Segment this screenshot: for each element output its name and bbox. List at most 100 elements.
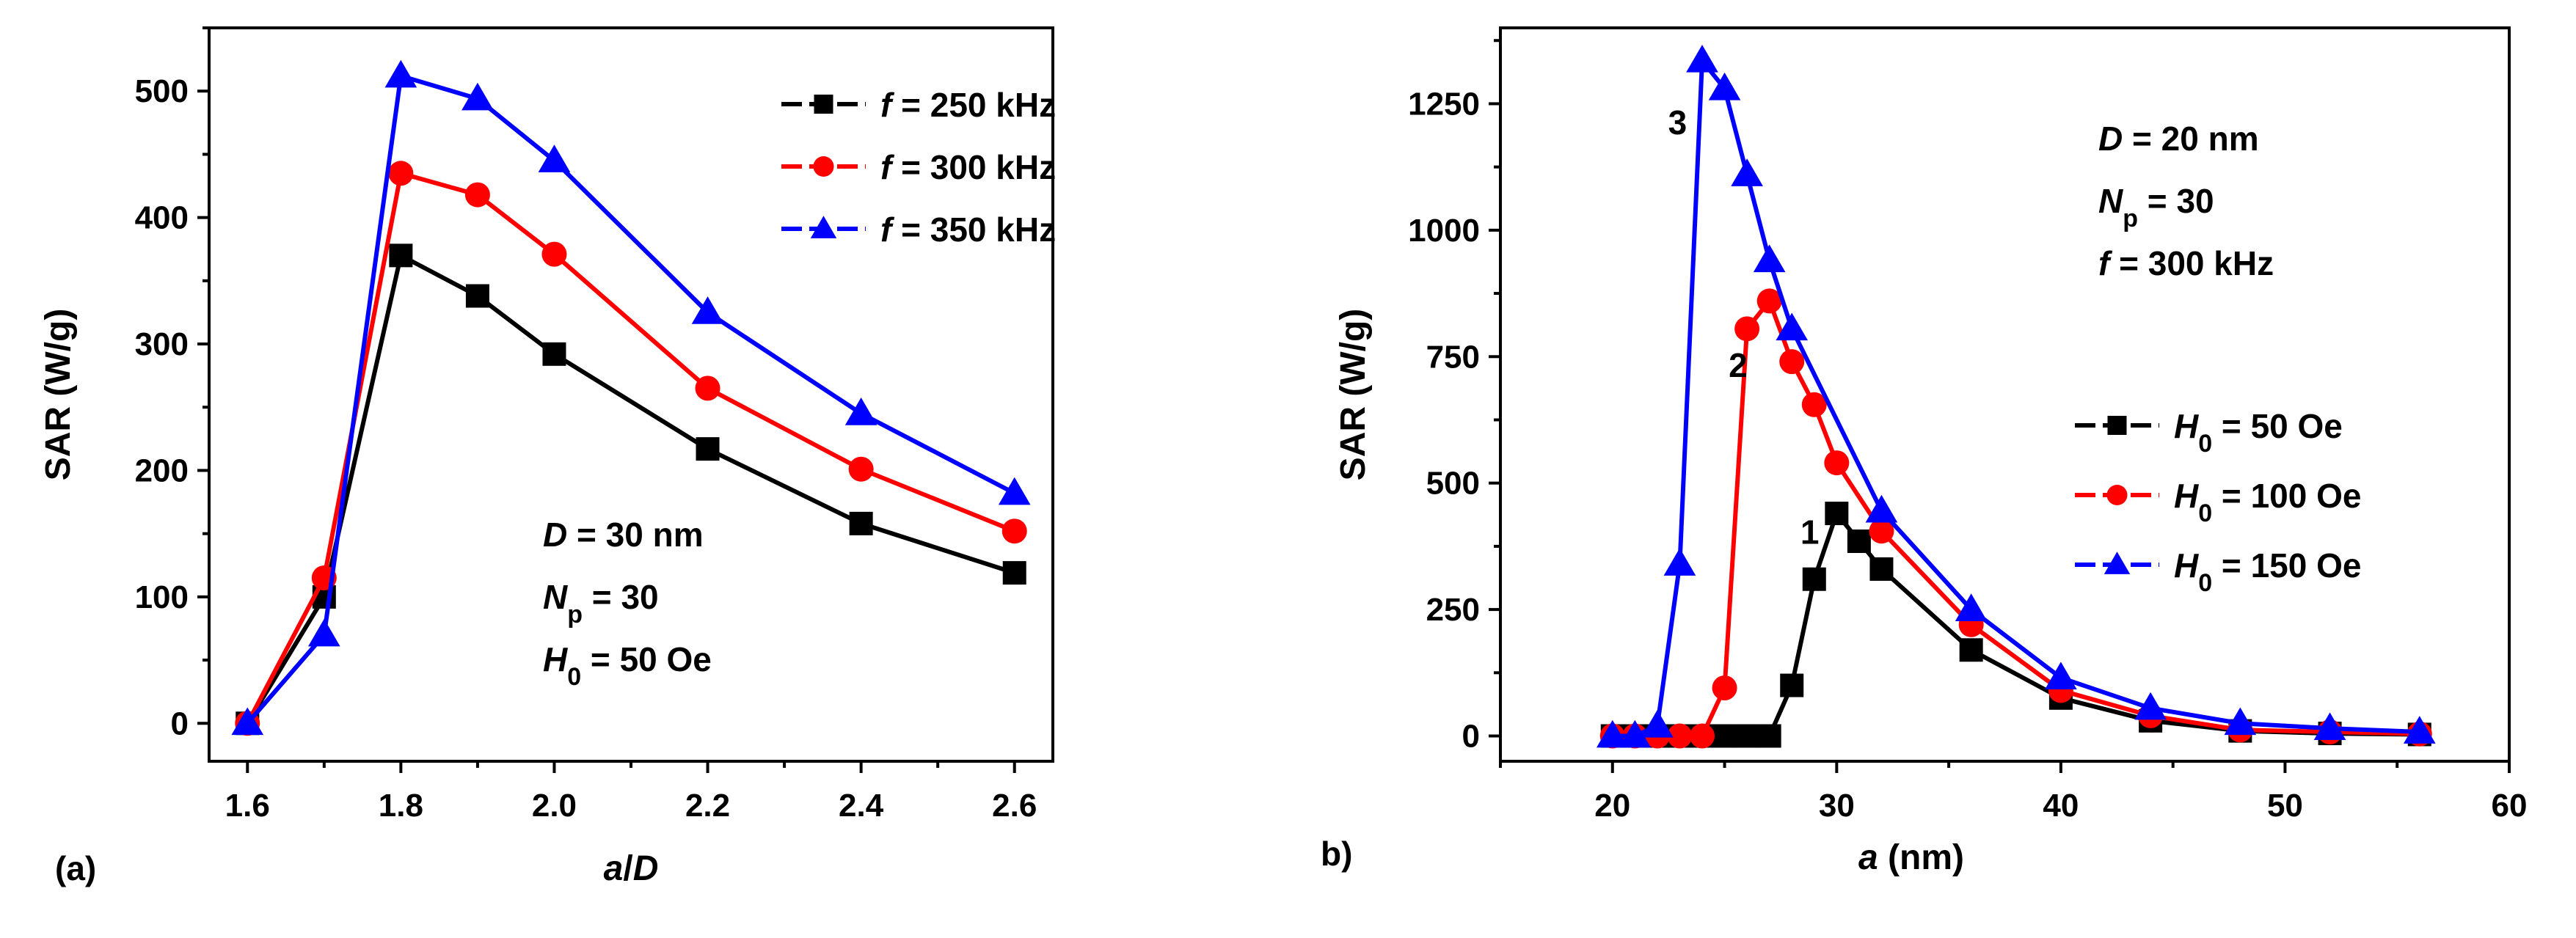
data-point bbox=[1001, 519, 1027, 544]
data-point bbox=[542, 342, 566, 366]
panel-b: 20 30 40 50 60 0 250 500 750 1000 1250 SAR (W/g) a (… bbox=[1321, 26, 2528, 877]
curve-label: 2 bbox=[1729, 346, 1748, 384]
legend: H0 = 50 Oe H0 = 100 Oe H0 = 150 Oe bbox=[2075, 407, 2361, 597]
data-point bbox=[1776, 312, 1809, 341]
data-point bbox=[849, 511, 873, 535]
data-point bbox=[695, 375, 720, 401]
annotation: Np = 30 bbox=[2098, 182, 2214, 232]
legend-marker bbox=[2104, 552, 2131, 574]
annotations: D = 20 nm Np = 30 f = 300 kHz bbox=[2098, 120, 2274, 282]
data-point bbox=[1690, 723, 1715, 749]
plot-frame bbox=[1499, 26, 2511, 763]
x-tick-label: 30 bbox=[1819, 788, 1855, 824]
y-axis-label: SAR (W/g) bbox=[39, 309, 78, 481]
data-point bbox=[465, 284, 489, 308]
data-point bbox=[1641, 709, 1674, 738]
data-point bbox=[1869, 557, 1894, 581]
data-point bbox=[389, 243, 413, 268]
data-point bbox=[1712, 724, 1737, 748]
data-point bbox=[1865, 494, 1898, 523]
x-axis-ticks bbox=[246, 761, 1016, 773]
series-1 bbox=[1599, 288, 2432, 749]
data-point bbox=[844, 397, 877, 425]
data-point bbox=[1825, 502, 1849, 526]
y-axis-label: SAR (W/g) bbox=[1334, 309, 1373, 481]
x-tick-label: 2.6 bbox=[992, 788, 1037, 824]
data-point bbox=[2045, 662, 2077, 690]
y-axis-ticks bbox=[1489, 39, 1500, 738]
x-tick-label: 40 bbox=[2043, 788, 2079, 824]
series-line bbox=[245, 171, 1015, 725]
panel-label: (a) bbox=[55, 849, 96, 887]
legend-marker bbox=[813, 156, 834, 177]
annotation: Np = 30 bbox=[543, 578, 659, 629]
series-line bbox=[1612, 58, 2420, 739]
data-point bbox=[541, 241, 567, 267]
annotation: H0 = 50 Oe bbox=[543, 640, 712, 691]
y-tick-label: 500 bbox=[135, 73, 189, 109]
data-point bbox=[307, 618, 340, 647]
data-point bbox=[2134, 692, 2167, 720]
data-point bbox=[1955, 593, 1988, 621]
data-point bbox=[538, 144, 571, 172]
x-axis-ticks bbox=[1499, 761, 2511, 773]
x-tick-label: 2.2 bbox=[685, 788, 730, 824]
data-point bbox=[1619, 719, 1652, 748]
y-tick-label: 500 bbox=[1426, 466, 1480, 502]
data-point bbox=[1869, 519, 1894, 544]
data-point bbox=[1802, 567, 1826, 591]
x-tick-label: 60 bbox=[2492, 788, 2528, 824]
panel-a: 1.6 1.8 2.0 2.2 2.4 2.6 0 100 200 300 400 500 SAR (W… bbox=[39, 26, 1056, 888]
x-axis-label: a/D bbox=[604, 849, 659, 888]
data-point bbox=[2313, 712, 2346, 741]
data-point bbox=[464, 182, 490, 208]
data-point bbox=[1731, 158, 1763, 186]
data-point bbox=[231, 707, 264, 736]
series-2 bbox=[231, 59, 1031, 736]
data-point bbox=[696, 437, 720, 461]
y-tick-label: 400 bbox=[135, 200, 189, 236]
data-point bbox=[1712, 675, 1737, 700]
curve-label: 1 bbox=[1800, 513, 1820, 551]
data-point bbox=[1959, 638, 1983, 662]
data-point bbox=[2403, 716, 2436, 744]
x-tick-label: 2.0 bbox=[532, 788, 577, 824]
x-tick-label: 1.8 bbox=[379, 788, 423, 824]
x-tick-label: 20 bbox=[1594, 788, 1630, 824]
data-point bbox=[1756, 288, 1782, 314]
y-tick-label: 300 bbox=[135, 326, 189, 362]
x-tick-label: 50 bbox=[2267, 788, 2303, 824]
y-tick-label: 0 bbox=[171, 706, 189, 741]
legend-marker bbox=[2107, 416, 2127, 435]
legend-entry: H0 = 100 Oe bbox=[2174, 477, 2361, 527]
y-tick-label: 0 bbox=[1462, 719, 1480, 755]
data-point bbox=[1596, 719, 1629, 748]
legend-marker bbox=[810, 216, 837, 238]
legend: f = 250 kHz f = 300 kHz f = 350 kHz bbox=[781, 86, 1056, 249]
series-0 bbox=[1600, 502, 2431, 748]
y-tick-label: 200 bbox=[135, 452, 189, 488]
data-point bbox=[998, 477, 1031, 505]
data-point bbox=[2224, 707, 2257, 736]
legend-marker bbox=[814, 95, 833, 114]
data-point bbox=[1801, 392, 1827, 417]
y-tick-label: 250 bbox=[1426, 592, 1480, 628]
data-point bbox=[1734, 316, 1760, 342]
data-point bbox=[1663, 548, 1696, 576]
legend-entry: H0 = 50 Oe bbox=[2174, 407, 2343, 458]
data-point bbox=[384, 59, 417, 88]
data-point bbox=[1757, 724, 1781, 748]
y-tick-label: 1250 bbox=[1408, 86, 1480, 122]
data-point bbox=[1780, 673, 1804, 697]
data-point bbox=[848, 456, 874, 482]
y-tick-label: 100 bbox=[135, 579, 189, 615]
legend-entry: f = 250 kHz bbox=[880, 86, 1056, 124]
series-2 bbox=[1596, 45, 2436, 748]
data-point bbox=[1753, 244, 1786, 273]
annotation: f = 300 kHz bbox=[2098, 244, 2274, 282]
data-point bbox=[1686, 45, 1718, 73]
annotations: D = 30 nm Np = 30 H0 = 50 Oe bbox=[543, 516, 712, 691]
legend-entry: f = 300 kHz bbox=[880, 148, 1056, 186]
data-point bbox=[1708, 72, 1741, 100]
data-point bbox=[1002, 561, 1026, 585]
